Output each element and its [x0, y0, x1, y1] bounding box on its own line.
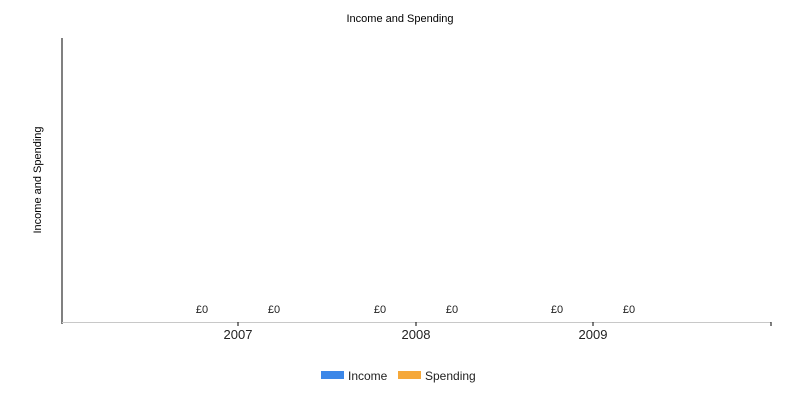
data-label-income: £0 [196, 304, 208, 316]
x-tick-label: 2007 [224, 327, 253, 342]
legend-swatch-income [321, 371, 344, 379]
legend-label-spending: Spending [425, 369, 476, 383]
y-axis-label: Income and Spending [32, 126, 44, 233]
x-tick-label: 2008 [402, 327, 431, 342]
data-labels: £0 £0 £0 £0 £0 £0 [196, 304, 635, 316]
x-axis-ticks: 2007 2008 2009 [224, 322, 608, 342]
data-label-spending: £0 [623, 304, 635, 316]
legend-label-income: Income [348, 369, 388, 383]
data-label-spending: £0 [446, 304, 458, 316]
chart-title: Income and Spending [346, 13, 453, 25]
data-label-income: £0 [374, 304, 386, 316]
data-label-income: £0 [551, 304, 563, 316]
legend: Income Spending [321, 369, 476, 383]
legend-swatch-spending [398, 371, 421, 379]
x-tick-label: 2009 [579, 327, 608, 342]
data-label-spending: £0 [268, 304, 280, 316]
